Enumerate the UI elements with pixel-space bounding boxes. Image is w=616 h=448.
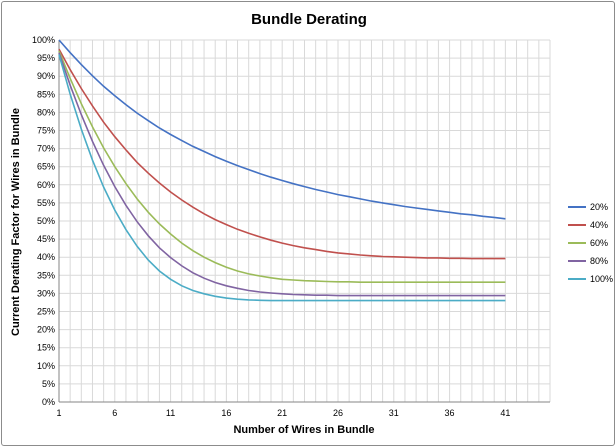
legend-label: 100%	[590, 274, 613, 284]
y-tick-label: 65%	[37, 162, 55, 172]
series-lines	[58, 39, 506, 302]
y-tick-label: 50%	[37, 216, 55, 226]
legend-label: 40%	[590, 220, 608, 230]
y-tick-label: 10%	[37, 361, 55, 371]
x-tick-label: 6	[112, 408, 117, 418]
series-line-80pct	[58, 52, 506, 297]
x-tick-label: 16	[221, 408, 231, 418]
y-tick-label: 85%	[37, 89, 55, 99]
y-tick-label: 60%	[37, 180, 55, 190]
legend: 20% 40% 60% 80% 100%	[568, 202, 613, 284]
y-tick-label: 70%	[37, 144, 55, 154]
x-tick-label: 11	[166, 408, 175, 418]
x-tick-label: 1	[56, 408, 61, 418]
y-tick-label: 55%	[37, 198, 55, 208]
x-tick-label: 26	[333, 408, 343, 418]
y-tick-label: 35%	[37, 270, 55, 280]
y-tick-label: 0%	[42, 397, 55, 407]
y-tick-label: 30%	[37, 288, 55, 298]
legend-label: 80%	[590, 256, 608, 266]
y-tick-label: 20%	[37, 325, 55, 335]
legend-label: 60%	[590, 238, 608, 248]
x-tick-label: 41	[500, 408, 510, 418]
y-tick-label: 45%	[37, 234, 55, 244]
y-tick-label: 80%	[37, 107, 55, 117]
y-tick-label: 100%	[32, 35, 55, 45]
series-line-60pct	[58, 50, 506, 284]
y-tick-label: 90%	[37, 71, 55, 81]
legend-label: 20%	[590, 202, 608, 212]
x-tick-label: 36	[445, 408, 455, 418]
y-axis-title: Current Derating Factor for Wires in Bun…	[10, 108, 22, 336]
series-line-40pct	[58, 48, 506, 260]
y-tick-label: 95%	[37, 53, 55, 63]
x-tick-label: 21	[277, 408, 287, 418]
y-tick-label: 75%	[37, 126, 55, 136]
x-tick-label: 31	[389, 408, 399, 418]
x-axis-title: Number of Wires in Bundle	[233, 424, 374, 436]
y-tick-label: 15%	[37, 343, 55, 353]
y-axis-ticks: 0% 5% 10% 15% 20% 25% 30% 35% 40% 45% 50% 55% 60% 65%…	[32, 35, 55, 407]
y-tick-label: 5%	[42, 379, 55, 389]
x-axis-ticks: 1 6 11 16 21 26 31 36 41	[56, 408, 510, 418]
series-line-20pct	[58, 39, 506, 220]
grid	[58, 39, 551, 403]
y-tick-label: 40%	[37, 252, 55, 262]
series-line-100pct	[58, 54, 506, 302]
chart-title: Bundle Derating	[251, 11, 367, 28]
y-tick-label: 25%	[37, 307, 55, 317]
